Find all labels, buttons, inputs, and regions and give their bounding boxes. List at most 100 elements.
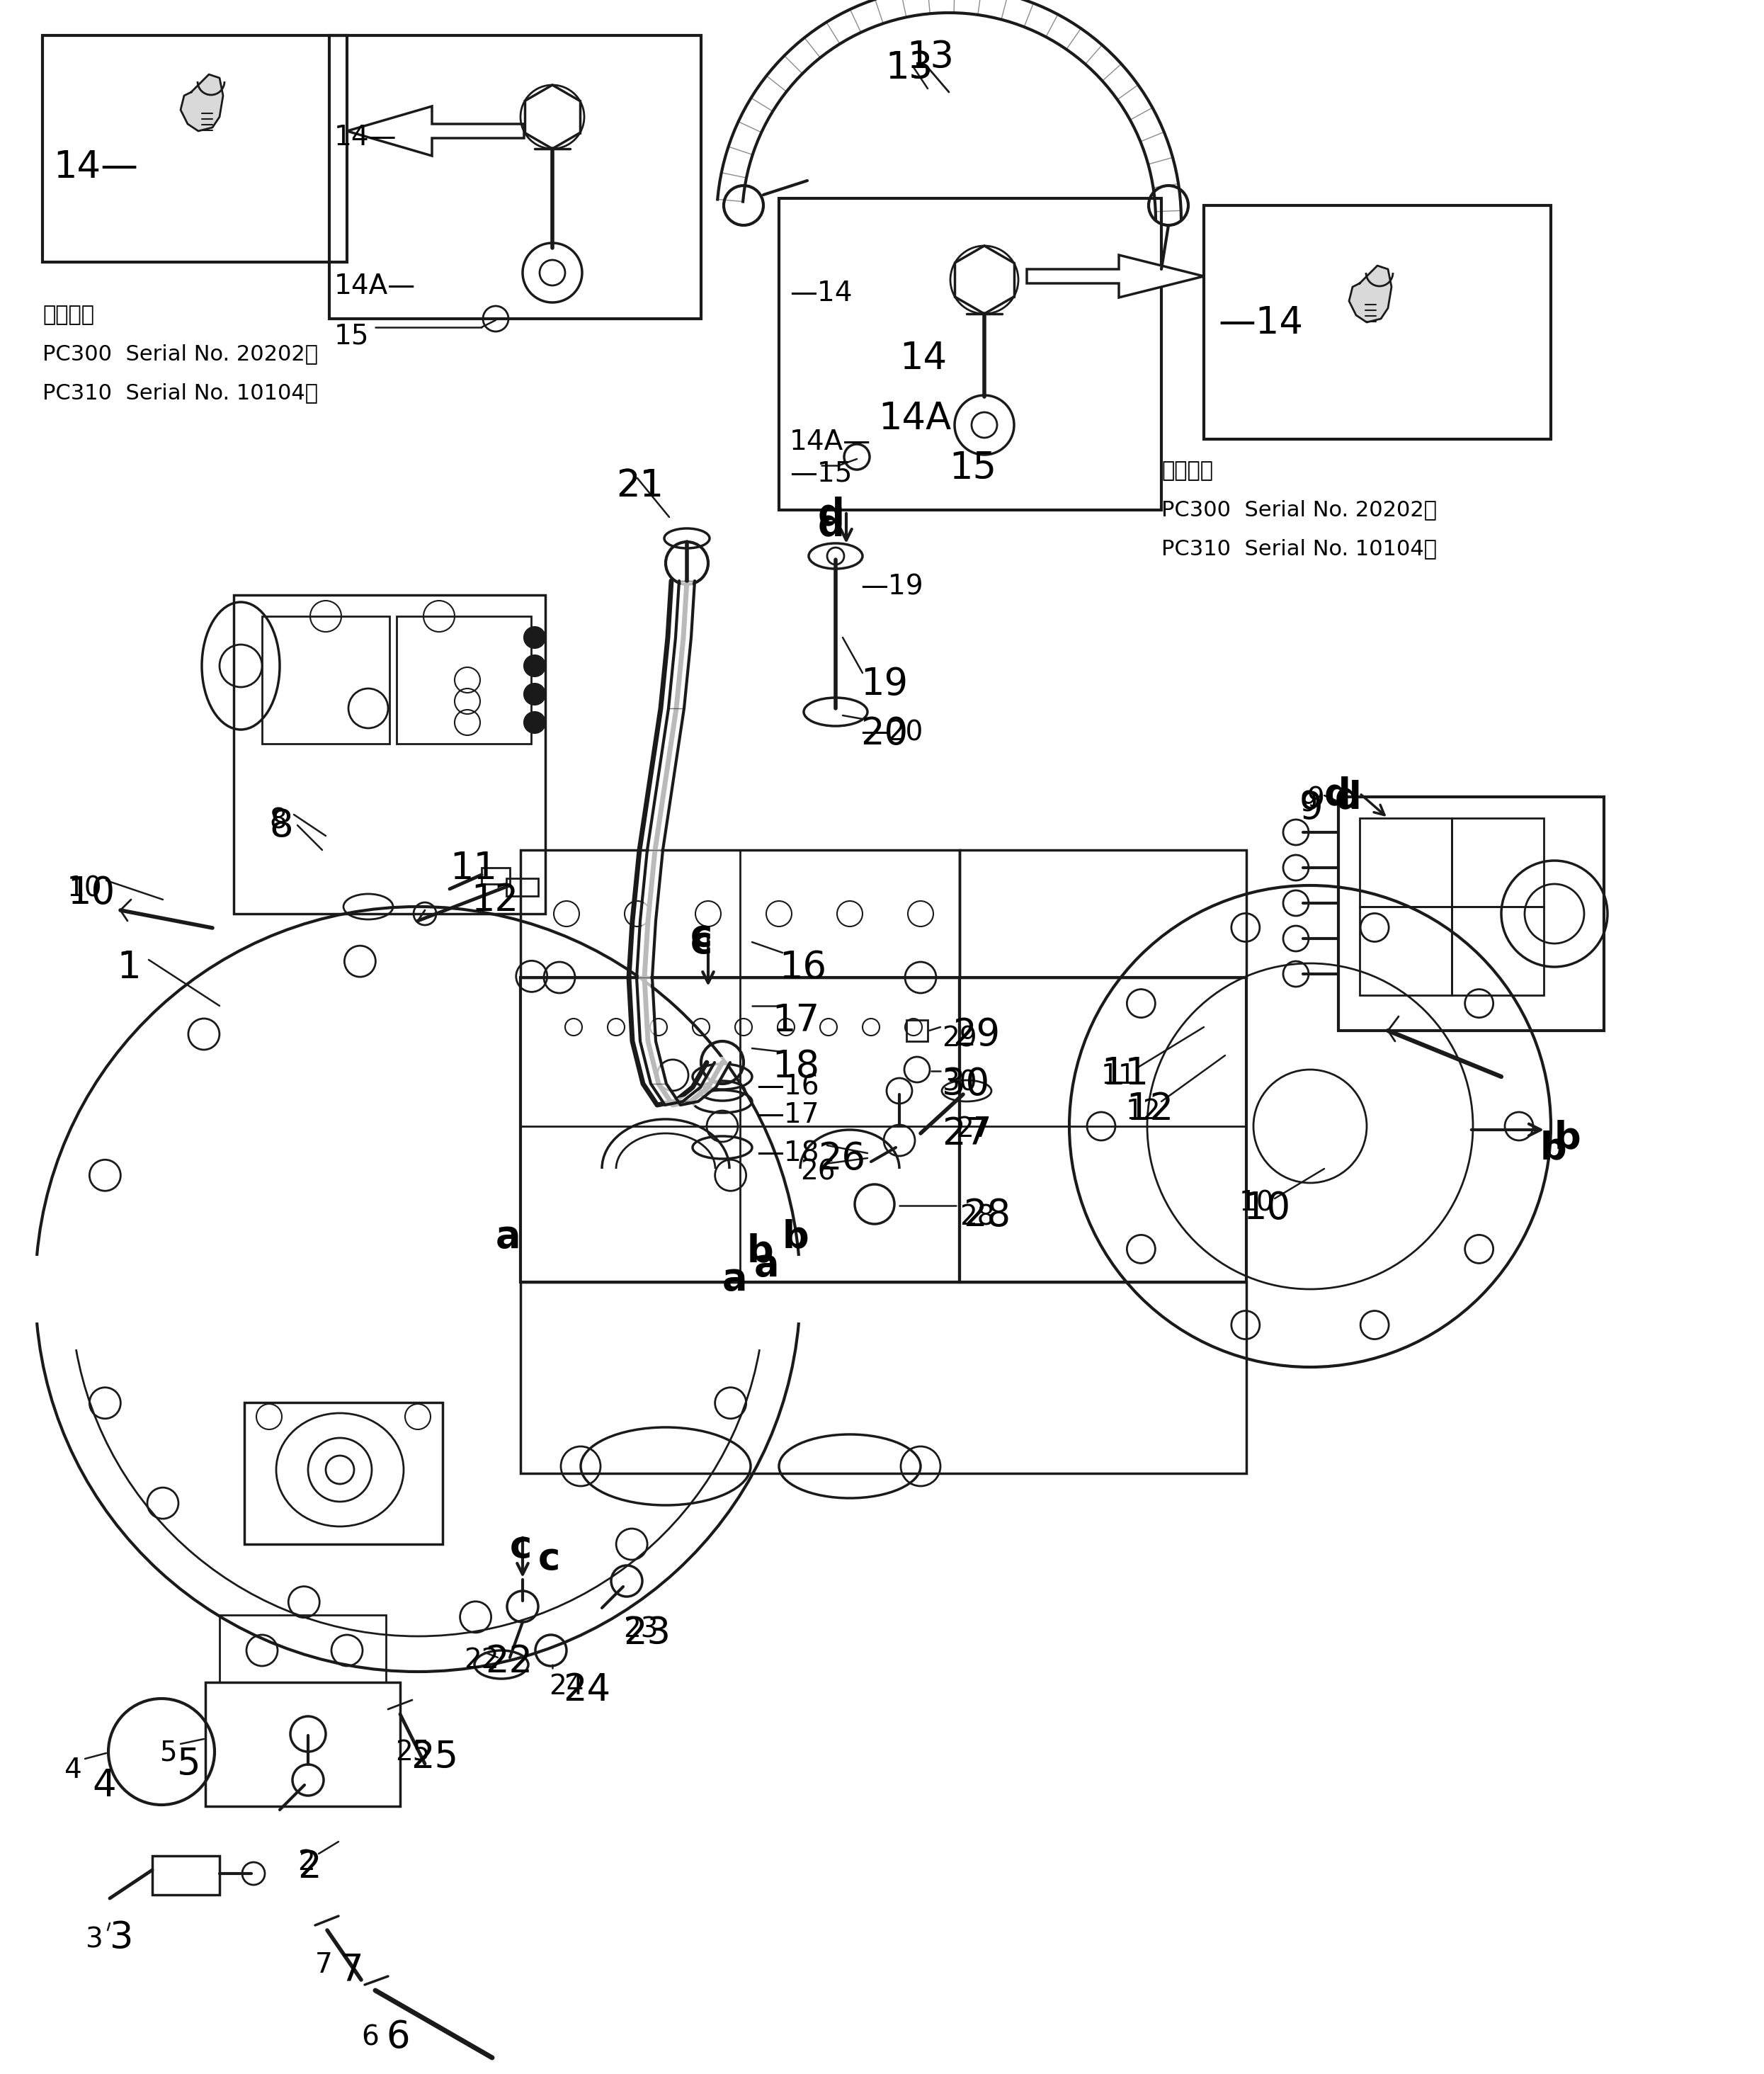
Text: 7: 7 [340, 1952, 363, 1989]
Text: 20: 20 [861, 716, 908, 753]
Text: 14A—: 14A— [333, 272, 416, 299]
Text: 29: 29 [942, 1027, 977, 1054]
Text: 適用号機: 適用号機 [1161, 460, 1214, 481]
Bar [1203, 205, 1551, 440]
Bar [233, 595, 545, 915]
Text: 14: 14 [900, 340, 947, 377]
Text: 5: 5 [159, 1738, 176, 1765]
Text: 11: 11 [1101, 1062, 1136, 1089]
Text: d: d [818, 506, 845, 543]
Text: a: a [721, 1261, 748, 1298]
Text: 13: 13 [886, 50, 933, 87]
Text: 12: 12 [1125, 1097, 1161, 1124]
Text: 9: 9 [1300, 790, 1318, 817]
Text: 28: 28 [960, 1205, 995, 1232]
Text: 10: 10 [67, 875, 115, 913]
Text: 1: 1 [116, 950, 141, 985]
Text: —19: —19 [861, 574, 923, 601]
Text: —16: —16 [757, 1072, 818, 1099]
Bar [520, 1282, 1247, 1473]
Polygon shape [180, 75, 222, 131]
Text: 7: 7 [316, 1952, 333, 1979]
Text: a: a [755, 1246, 780, 1284]
Text: 30: 30 [942, 1070, 977, 1097]
Bar [482, 867, 510, 884]
Text: b: b [748, 1232, 774, 1269]
Text: 27: 27 [956, 1116, 991, 1143]
Text: 14A: 14A [878, 400, 951, 438]
Text: 8: 8 [270, 807, 293, 844]
Text: b: b [1554, 1120, 1581, 1155]
Text: 1: 1 [116, 950, 141, 985]
Text: 6: 6 [386, 2018, 409, 2055]
Text: 11: 11 [1101, 1056, 1148, 1093]
Text: 18: 18 [773, 1047, 820, 1085]
Text: 10: 10 [67, 875, 102, 902]
Text: 14—: 14— [333, 124, 397, 151]
Text: 14—: 14— [53, 149, 138, 185]
Text: 2: 2 [298, 1848, 316, 1875]
Text: —14: —14 [1217, 305, 1304, 342]
Text: 8: 8 [270, 807, 286, 834]
Polygon shape [348, 106, 524, 156]
Circle shape [524, 684, 545, 705]
Text: 10: 10 [1244, 1190, 1289, 1228]
Text: 17: 17 [773, 1002, 820, 1039]
Bar [1452, 906, 1544, 996]
Text: c: c [690, 925, 713, 960]
Bar [219, 1616, 386, 1682]
Text: b: b [783, 1217, 810, 1255]
Text: a: a [496, 1217, 520, 1255]
Circle shape [524, 655, 545, 676]
Text: 9: 9 [1300, 790, 1323, 828]
Text: 2: 2 [298, 1848, 321, 1885]
Bar [42, 35, 348, 261]
Text: 24: 24 [549, 1674, 584, 1701]
Bar [506, 877, 538, 896]
Text: 5: 5 [176, 1746, 201, 1784]
Text: 22: 22 [464, 1647, 499, 1674]
Text: 23: 23 [623, 1616, 670, 1651]
Text: 15: 15 [949, 450, 997, 487]
Text: b: b [1540, 1130, 1566, 1166]
Bar [1360, 817, 1452, 906]
Text: 適用号機: 適用号機 [42, 305, 93, 326]
Bar [397, 616, 531, 745]
Bar [205, 1682, 400, 1806]
Text: 15: 15 [333, 321, 369, 348]
Bar [330, 35, 700, 319]
Text: PC310  Serial No. 10104～: PC310 Serial No. 10104～ [42, 382, 318, 402]
Text: 11: 11 [450, 850, 497, 888]
Text: 25: 25 [411, 1738, 459, 1775]
Text: 4: 4 [64, 1757, 81, 1784]
Text: 24: 24 [563, 1672, 610, 1709]
Bar [960, 850, 1247, 977]
Circle shape [524, 626, 545, 647]
Text: c: c [538, 1541, 561, 1578]
Bar [520, 977, 960, 1282]
Text: 28: 28 [963, 1197, 1011, 1234]
Bar [1339, 796, 1603, 1031]
Text: 3: 3 [85, 1927, 102, 1954]
Text: 29: 29 [953, 1016, 1000, 1054]
Text: 22: 22 [485, 1643, 533, 1680]
Text: 26: 26 [801, 1157, 836, 1184]
Text: 23: 23 [623, 1616, 658, 1643]
Text: d: d [1325, 776, 1351, 813]
Text: 25: 25 [395, 1738, 430, 1765]
Text: —20: —20 [861, 720, 923, 747]
Text: 27: 27 [942, 1116, 990, 1153]
Text: 19: 19 [861, 666, 908, 703]
Text: —18: —18 [757, 1141, 818, 1168]
Text: c: c [510, 1529, 533, 1566]
Text: PC300  Serial No. 20202～: PC300 Serial No. 20202～ [1161, 500, 1438, 521]
Text: 14A—: 14A— [790, 429, 871, 456]
Bar [1360, 906, 1452, 996]
Text: 9: 9 [1307, 786, 1325, 813]
Text: 13: 13 [886, 50, 933, 87]
Text: 13: 13 [907, 39, 954, 77]
Bar [263, 616, 390, 745]
Text: PC300  Serial No. 20202～: PC300 Serial No. 20202～ [42, 344, 318, 365]
Text: 26: 26 [818, 1141, 866, 1178]
Text: 12: 12 [471, 881, 519, 919]
